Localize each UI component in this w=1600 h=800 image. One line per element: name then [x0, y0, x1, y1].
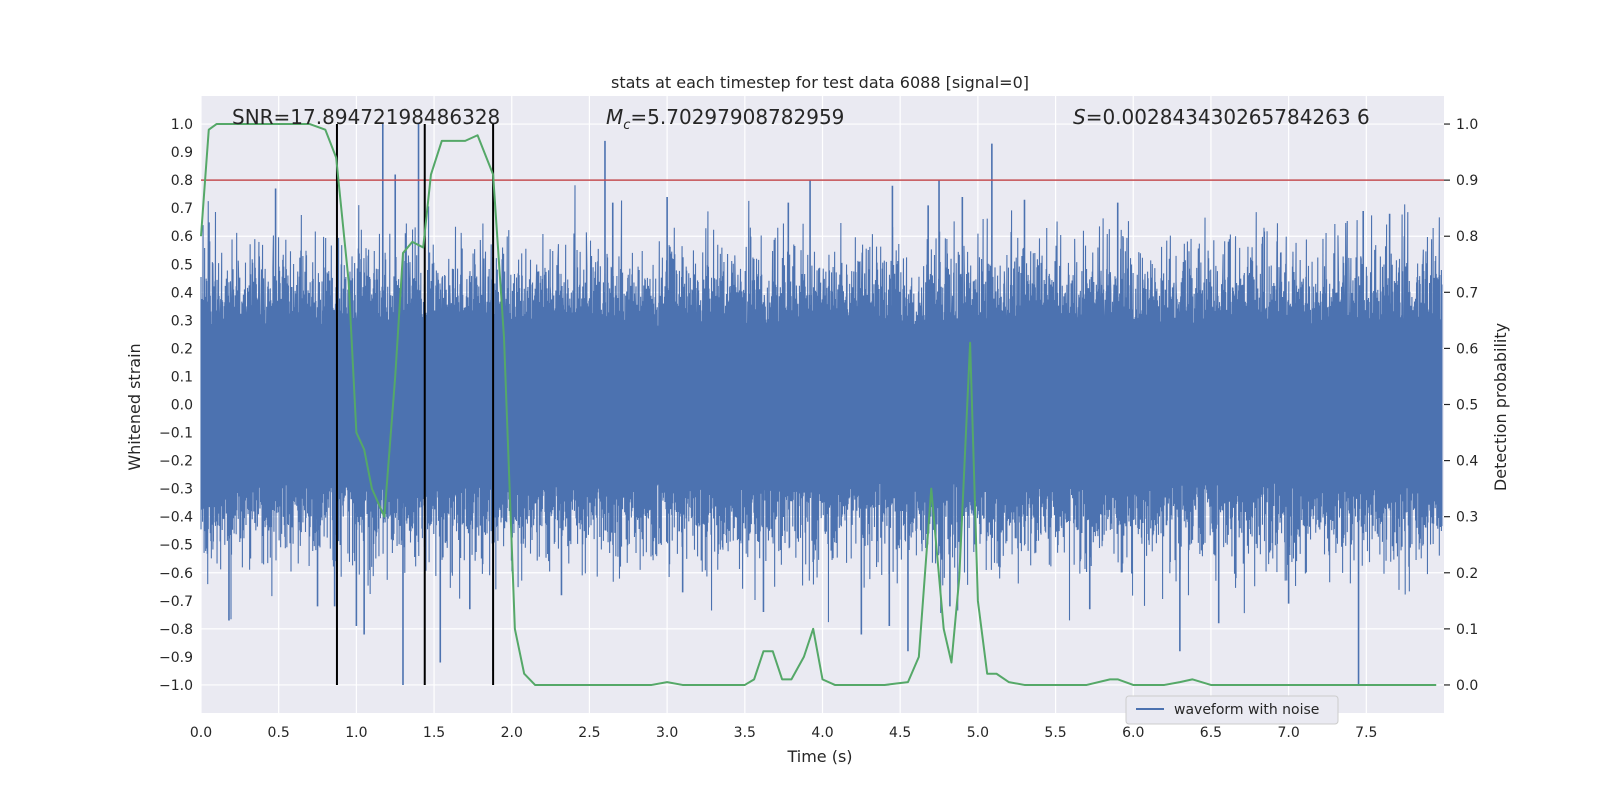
- x-tick-label: 3.5: [734, 725, 756, 741]
- y-right-tick-label: 0.3: [1456, 510, 1478, 526]
- x-tick-label: 0.5: [268, 725, 290, 741]
- y-right-tick-label: 0.5: [1456, 398, 1478, 414]
- y-right-tick-label: 0.8: [1456, 229, 1478, 245]
- mc-subscript: c: [623, 118, 630, 133]
- x-axis-ticks: 0.0 0.5 1.0 1.5 2.0 2.5 3.0 3.5 4.0 4.5 5.0 5.5 6.0 6…: [190, 725, 1378, 741]
- y-right-tick-label: 0.6: [1456, 341, 1478, 357]
- x-tick-label: 3.0: [656, 725, 678, 741]
- y-left-tick-label: −0.4: [159, 510, 193, 526]
- x-tick-label: 1.5: [423, 725, 445, 741]
- y-left-tick-label: 1.0: [171, 117, 193, 133]
- x-tick-label: 5.5: [1044, 725, 1066, 741]
- y-right-tick-label: 0.4: [1456, 454, 1478, 470]
- y-left-tick-label: 0.7: [171, 201, 193, 217]
- y-right-tick-label: 0.9: [1456, 173, 1478, 189]
- x-tick-label: 4.0: [811, 725, 833, 741]
- probability-line: [200, 123, 1437, 686]
- legend-box: [1125, 695, 1339, 725]
- y-left-tick-label: 0.6: [171, 229, 193, 245]
- x-tick-label: 7.0: [1277, 725, 1299, 741]
- y-left-tick-label: 0.3: [171, 313, 193, 329]
- snr-annotation: SNR=17.89472198486328: [232, 105, 500, 129]
- x-tick-label: 5.0: [967, 725, 989, 741]
- y-left-tick-label: 0.8: [171, 173, 193, 189]
- y-left-tick-label: −0.1: [159, 426, 193, 442]
- s-value: =0.002843430265784263 6: [1086, 105, 1370, 129]
- legend-label: waveform with noise: [1174, 702, 1319, 718]
- y-left-tick-label: −0.8: [159, 622, 193, 638]
- x-tick-label: 2.0: [501, 725, 523, 741]
- y-left-tick-label: 0.0: [171, 398, 193, 414]
- probability-series: [200, 123, 1437, 686]
- y-left-tick-label: −0.7: [159, 594, 193, 610]
- strain-waveform: [200, 185, 1443, 623]
- y-right-tick-label: 0.7: [1456, 285, 1478, 301]
- y-left-tick-label: 0.4: [171, 285, 193, 301]
- y-right-tick-label: 1.0: [1456, 117, 1478, 133]
- x-tick-label: 6.5: [1200, 725, 1222, 741]
- y-axis-left-label: Whitened strain: [125, 343, 144, 470]
- mc-value: =5.70297908782959: [630, 105, 844, 129]
- x-axis-label: Time (s): [786, 747, 852, 766]
- y-left-tick-label: −0.3: [159, 482, 193, 498]
- snr-statistic-annotation: S=0.002843430265784263 6: [1073, 105, 1370, 129]
- y-left-tick-label: −0.6: [159, 566, 193, 582]
- y-right-tick-label: 0.1: [1456, 622, 1478, 638]
- x-tick-label: 1.0: [345, 725, 367, 741]
- y-left-tick-label: 0.9: [171, 145, 193, 161]
- chart-title: stats at each timestep for test data 608…: [611, 73, 1029, 92]
- y-right-tick-label: 0.2: [1456, 566, 1478, 582]
- right-axis-ticks: 1.0 0.9 0.8 0.7 0.6 0.5 0.4 0.3 0.2 0.1 0.0: [1444, 117, 1478, 694]
- y-left-tick-label: 0.1: [171, 369, 193, 385]
- x-tick-label: 2.5: [578, 725, 600, 741]
- y-left-tick-label: −0.5: [159, 538, 193, 554]
- chirp-mass-annotation: Mc=5.70297908782959: [606, 105, 844, 133]
- legend: waveform with noise: [1125, 695, 1339, 725]
- x-tick-label: 6.0: [1122, 725, 1144, 741]
- x-tick-label: 7.5: [1355, 725, 1377, 741]
- vertical-markers: [335, 124, 495, 685]
- y-axis-right-label: Detection probability: [1491, 323, 1510, 491]
- y-left-tick-label: −0.9: [159, 650, 193, 666]
- x-tick-label: 4.5: [889, 725, 911, 741]
- y-left-tick-label: 0.5: [171, 257, 193, 273]
- x-tick-label: 0.0: [190, 725, 212, 741]
- y-right-tick-label: 0.0: [1456, 678, 1478, 694]
- y-left-tick-label: −0.2: [159, 454, 193, 470]
- s-prefix: S: [1073, 105, 1086, 129]
- y-left-tick-label: 0.2: [171, 341, 193, 357]
- strain-series: [200, 124, 1443, 685]
- left-axis-ticks: 1.0 0.9 0.8 0.7 0.6 0.5 0.4 0.3 0.2 0.1 0.0 −0.1 −0.…: [159, 117, 193, 694]
- y-left-tick-label: −1.0: [159, 678, 193, 694]
- mc-prefix: M: [606, 105, 623, 129]
